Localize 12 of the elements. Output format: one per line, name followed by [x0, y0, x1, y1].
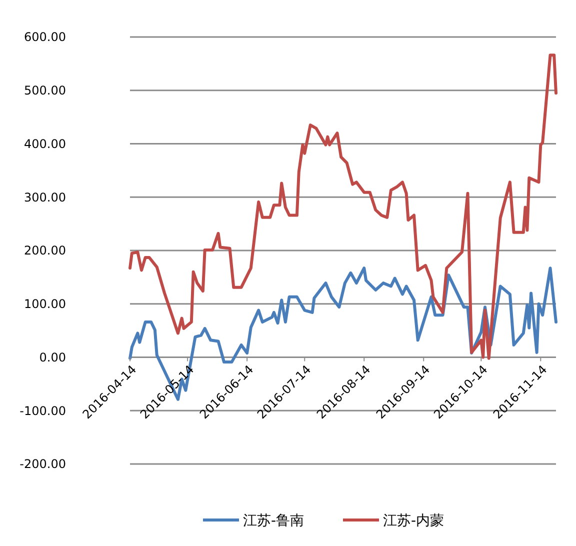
- y-tick-label: 100.00: [24, 297, 66, 312]
- legend-label: 江苏-内蒙: [383, 512, 444, 529]
- y-tick-label: 600.00: [24, 30, 66, 44]
- y-tick-label: 200.00: [24, 244, 66, 258]
- line-series: [128, 54, 558, 360]
- y-tick-label: 300.00: [24, 190, 66, 204]
- y-tick-label: 0.00: [39, 350, 66, 364]
- y-tick-label: -100.00: [20, 404, 66, 418]
- y-tick-label: -200.00: [20, 457, 66, 472]
- y-tick-label: 400.00: [24, 136, 66, 151]
- legend-label: 江苏-鲁南: [243, 512, 304, 529]
- y-tick-label: 500.00: [24, 84, 66, 98]
